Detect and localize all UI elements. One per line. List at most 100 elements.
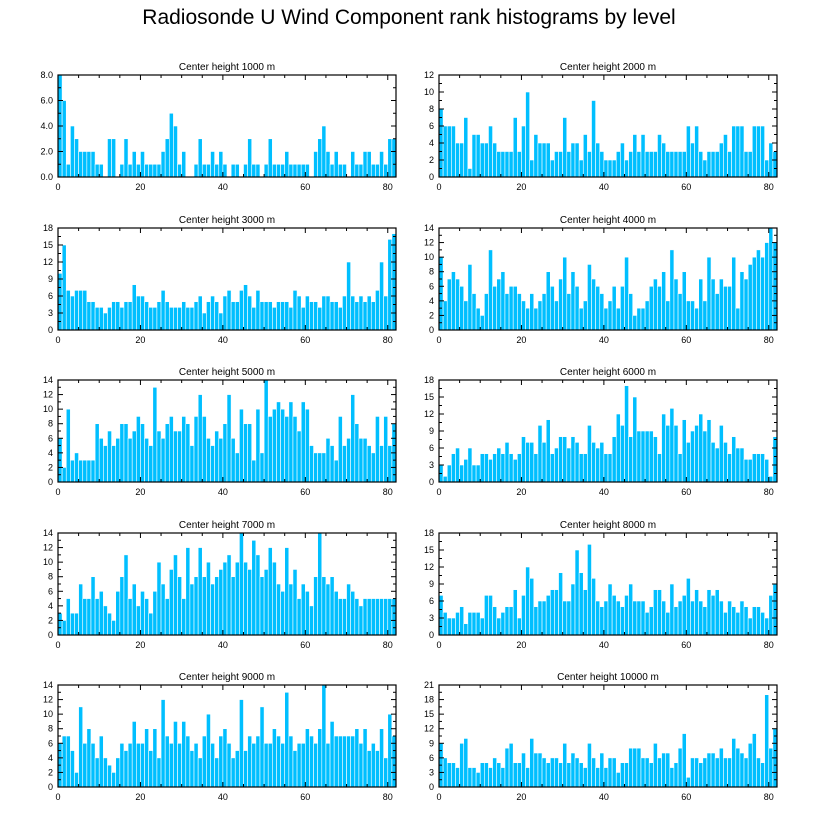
histogram-bar	[193, 163, 199, 178]
histogram-bar	[488, 125, 493, 178]
histogram-bar	[333, 735, 339, 788]
y-tick-label: 0.0	[40, 172, 53, 182]
histogram-bar	[603, 159, 609, 178]
histogram-bar	[475, 307, 481, 331]
histogram-bar	[632, 315, 638, 331]
histogram-bar	[640, 600, 646, 636]
histogram-bar	[512, 117, 518, 178]
histogram-bar	[681, 271, 687, 331]
histogram-bar	[702, 606, 708, 636]
histogram-bar	[173, 554, 178, 636]
histogram-bar	[346, 437, 351, 483]
histogram-bar	[529, 159, 535, 178]
histogram-bar	[214, 430, 220, 483]
histogram-bar	[760, 612, 765, 636]
histogram-bar	[168, 416, 174, 483]
y-tick-label: 10	[424, 87, 434, 97]
x-tick-label: 40	[599, 792, 609, 802]
panel-title: Center height 3000 m	[179, 215, 275, 226]
histogram-bar	[718, 278, 724, 331]
histogram-bar	[375, 750, 380, 788]
histogram-bar	[690, 430, 695, 483]
histogram-bar	[305, 295, 310, 331]
histogram-bar	[296, 295, 302, 331]
histogram-bar	[615, 307, 621, 331]
histogram-bar	[383, 416, 389, 483]
histogram-bar	[333, 151, 339, 178]
histogram-bar	[379, 598, 384, 636]
histogram-bar	[189, 307, 195, 331]
histogram-bar	[723, 612, 728, 636]
histogram-bar	[189, 583, 195, 636]
rank-histogram-panel: Center height 4000 m 0 20 40 60 80 0 2 4 6 8 10 12 14	[424, 215, 778, 345]
histogram-bar	[611, 285, 617, 331]
histogram-bar	[144, 598, 149, 636]
histogram-bar	[545, 271, 551, 331]
histogram-bar	[168, 742, 174, 788]
histogram-bar	[160, 699, 166, 788]
histogram-bar	[620, 425, 625, 483]
histogram-bar	[714, 293, 720, 331]
histogram-bar	[504, 293, 510, 331]
histogram-bar	[624, 256, 629, 331]
histogram-bar	[210, 295, 215, 331]
histogram-bar	[500, 612, 506, 636]
y-tick-label: 12	[43, 390, 53, 400]
histogram-bar	[230, 576, 236, 636]
histogram-bar	[648, 285, 654, 331]
histogram-bar	[210, 583, 215, 636]
histogram-bar	[284, 416, 290, 483]
histogram-bar	[661, 142, 667, 178]
histogram-bar	[467, 168, 473, 178]
histogram-bar	[74, 772, 79, 788]
histogram-bar	[375, 290, 380, 331]
histogram-bar	[313, 742, 318, 788]
histogram-bar	[156, 301, 162, 331]
y-tick-label: 6	[429, 281, 434, 291]
histogram-bar	[181, 301, 187, 331]
histogram-bar	[78, 290, 84, 331]
histogram-bar	[230, 757, 236, 788]
histogram-bar	[309, 301, 314, 331]
histogram-bar	[218, 437, 224, 483]
histogram-bar	[222, 163, 228, 178]
histogram-bar	[358, 742, 364, 788]
histogram-bar	[525, 767, 530, 788]
histogram-bar	[201, 576, 207, 636]
histogram-bar	[148, 750, 154, 788]
histogram-bar	[545, 595, 551, 636]
histogram-bar	[123, 750, 129, 788]
y-tick-label: 0	[429, 782, 434, 792]
histogram-bar	[193, 416, 199, 483]
histogram-bar	[578, 572, 584, 636]
histogram-bar	[362, 598, 368, 636]
y-tick-label: 4	[429, 296, 434, 306]
histogram-bar	[475, 612, 481, 636]
histogram-bar	[222, 423, 228, 483]
histogram-bar	[222, 728, 228, 788]
histogram-bar	[255, 554, 261, 636]
histogram-bar	[751, 256, 757, 331]
histogram-bar	[455, 278, 460, 331]
histogram-bar	[463, 300, 469, 331]
histogram-bar	[653, 278, 658, 331]
histogram-bar	[65, 598, 71, 636]
histogram-bar	[735, 612, 741, 636]
x-tick-label: 40	[218, 487, 228, 497]
histogram-bar	[587, 544, 592, 636]
histogram-bar	[455, 447, 460, 483]
histogram-bar	[714, 757, 720, 788]
histogram-bar	[115, 757, 121, 788]
histogram-bar	[329, 721, 335, 788]
histogram-bar	[156, 561, 162, 636]
y-tick-label: 4	[429, 138, 434, 148]
histogram-bar	[144, 301, 149, 331]
histogram-bar	[459, 142, 465, 178]
histogram-bar	[562, 256, 568, 331]
histogram-bar	[673, 606, 679, 636]
x-tick-label: 0	[436, 640, 441, 650]
histogram-bar	[446, 464, 452, 483]
histogram-bar	[723, 134, 728, 178]
x-tick-label: 80	[764, 335, 774, 345]
histogram-bar	[648, 430, 654, 483]
